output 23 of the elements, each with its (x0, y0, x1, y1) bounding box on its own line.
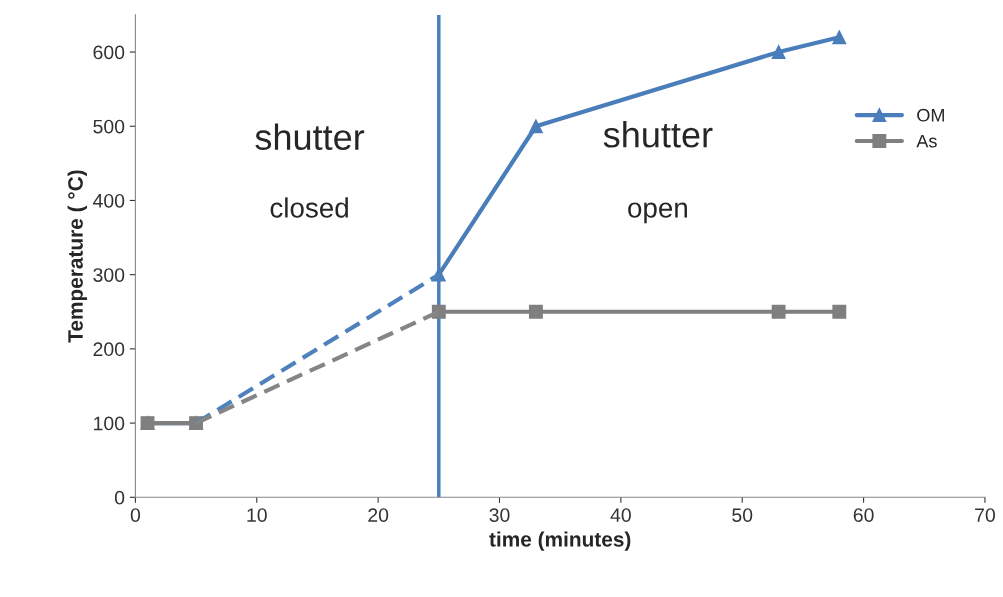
annotation: shutter (603, 121, 713, 148)
x-tick-label: 10 (247, 508, 267, 522)
y-tick-label: 0 (114, 490, 125, 505)
x-tick-label: 30 (489, 508, 510, 522)
annotation: open (628, 202, 687, 224)
y-tick-label: 400 (93, 193, 125, 208)
annotation: shutter (255, 123, 365, 151)
x-tick-label: 40 (610, 508, 631, 522)
x-tick-label: 20 (368, 508, 389, 522)
annotation: closed (270, 197, 348, 218)
y-tick-label: 600 (93, 45, 125, 60)
legend-label: OM (917, 108, 944, 122)
y-tick-label: 300 (93, 268, 125, 282)
x-tick-label: 0 (130, 508, 141, 522)
x-tick-label: 60 (853, 508, 874, 522)
y-tick-label: 100 (94, 416, 125, 431)
legend-label: As (916, 134, 937, 148)
x-axis-title: time (minutes) (489, 531, 631, 551)
y-tick-label: 500 (93, 119, 125, 134)
x-tick-label: 70 (975, 508, 995, 522)
y-axis-title: Temperature ( °C) (67, 170, 87, 343)
x-tick-label: 50 (732, 508, 753, 522)
y-tick-label: 200 (93, 342, 125, 357)
